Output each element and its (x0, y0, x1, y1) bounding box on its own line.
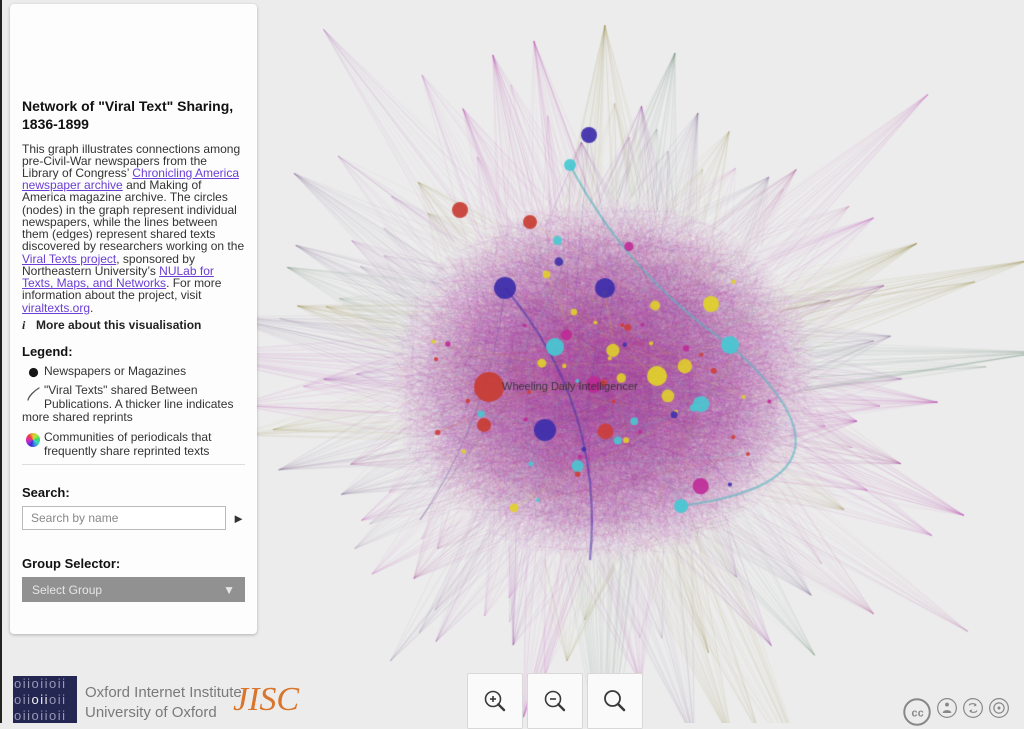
svg-text:c: c (912, 708, 918, 720)
svg-text:c: c (918, 708, 924, 720)
